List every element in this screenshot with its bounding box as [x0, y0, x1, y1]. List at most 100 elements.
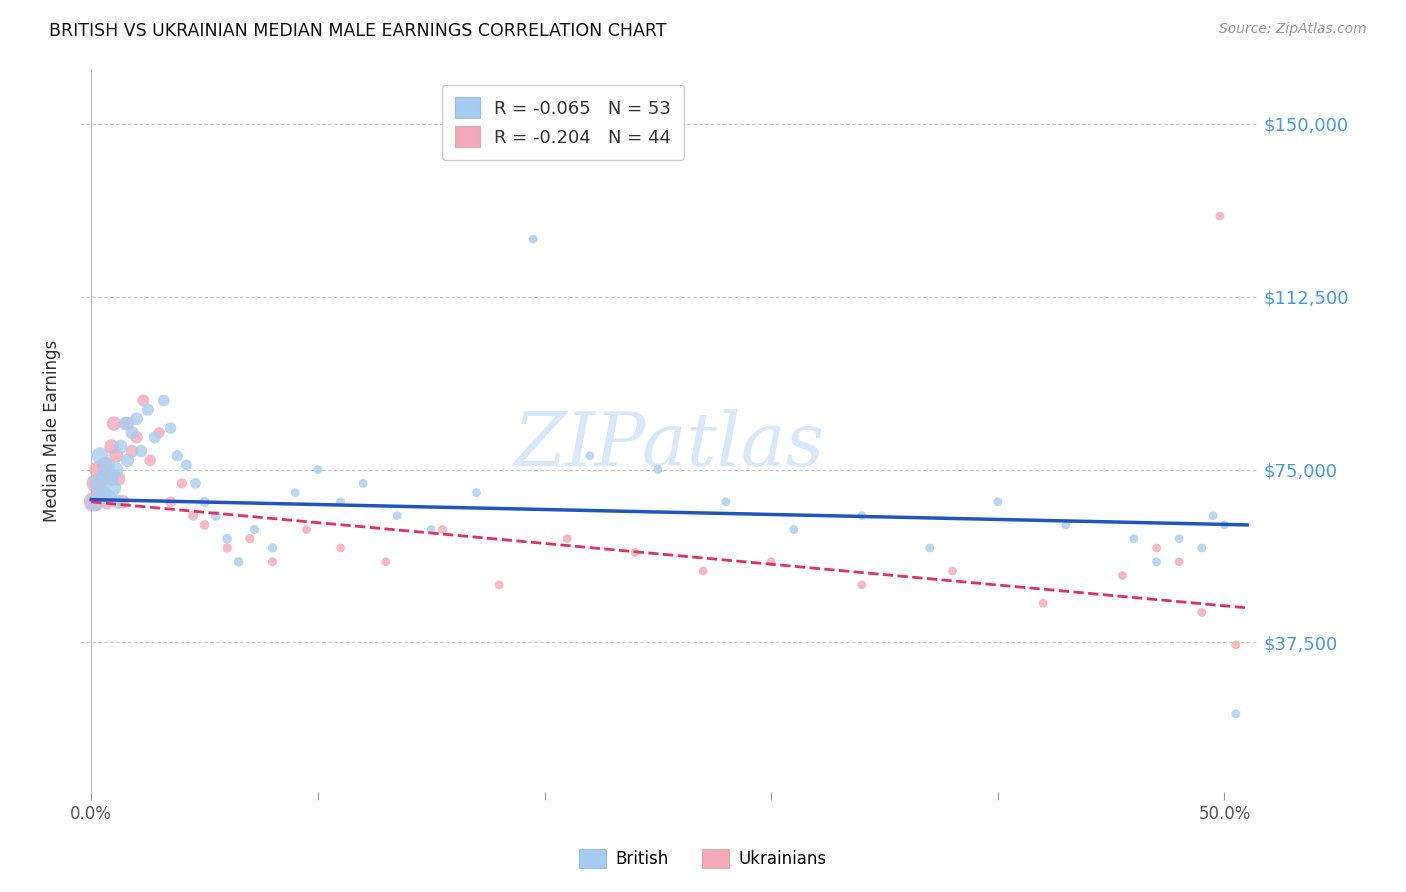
Point — [1168, 532, 1191, 546]
Point — [114, 417, 136, 431]
Point — [1111, 568, 1133, 582]
Point — [89, 449, 111, 463]
Point — [262, 555, 284, 569]
Point — [89, 485, 111, 500]
Point — [91, 472, 114, 486]
Point — [105, 462, 128, 476]
Point — [1146, 541, 1168, 555]
Point — [284, 485, 307, 500]
Point — [98, 467, 121, 482]
Y-axis label: Median Male Earnings: Median Male Earnings — [44, 339, 60, 522]
Point — [82, 495, 104, 509]
Point — [217, 541, 239, 555]
Point — [96, 495, 118, 509]
Point — [555, 532, 578, 546]
Point — [107, 495, 129, 509]
Point — [329, 495, 352, 509]
Point — [125, 430, 148, 444]
Point — [1032, 596, 1054, 610]
Point — [918, 541, 941, 555]
Point — [152, 393, 174, 408]
Point — [184, 476, 207, 491]
Point — [96, 458, 118, 472]
Point — [579, 449, 602, 463]
Text: BRITISH VS UKRAINIAN MEDIAN MALE EARNINGS CORRELATION CHART: BRITISH VS UKRAINIAN MEDIAN MALE EARNING… — [49, 22, 666, 40]
Legend: R = -0.065   N = 53, R = -0.204   N = 44: R = -0.065 N = 53, R = -0.204 N = 44 — [441, 85, 685, 160]
Point — [783, 523, 806, 537]
Point — [987, 495, 1010, 509]
Point — [107, 472, 129, 486]
Point — [159, 421, 181, 435]
Point — [143, 430, 166, 444]
Text: Source: ZipAtlas.com: Source: ZipAtlas.com — [1219, 22, 1367, 37]
Point — [329, 541, 352, 555]
Point — [129, 444, 152, 458]
Point — [94, 458, 117, 472]
Point — [295, 523, 318, 537]
Point — [111, 495, 134, 509]
Point — [352, 476, 374, 491]
Point — [103, 417, 125, 431]
Point — [465, 485, 488, 500]
Point — [132, 393, 155, 408]
Point — [117, 453, 139, 467]
Point — [193, 495, 215, 509]
Point — [205, 508, 228, 523]
Point — [103, 481, 125, 495]
Point — [1213, 517, 1236, 532]
Point — [87, 462, 110, 476]
Point — [170, 476, 193, 491]
Legend: British, Ukrainians: British, Ukrainians — [572, 842, 834, 875]
Point — [105, 449, 128, 463]
Point — [1146, 555, 1168, 569]
Point — [193, 517, 215, 532]
Point — [1122, 532, 1144, 546]
Point — [166, 449, 188, 463]
Point — [488, 578, 510, 592]
Point — [1191, 606, 1213, 620]
Point — [714, 495, 737, 509]
Point — [420, 523, 443, 537]
Point — [1209, 209, 1232, 223]
Point — [228, 555, 250, 569]
Point — [84, 495, 107, 509]
Point — [181, 508, 204, 523]
Point — [692, 564, 714, 578]
Point — [121, 425, 143, 440]
Point — [239, 532, 262, 546]
Point — [374, 555, 396, 569]
Point — [851, 508, 873, 523]
Point — [522, 232, 544, 246]
Point — [941, 564, 963, 578]
Point — [94, 467, 117, 482]
Point — [647, 462, 669, 476]
Point — [1225, 638, 1247, 652]
Point — [87, 476, 110, 491]
Point — [262, 541, 284, 555]
Point — [125, 412, 148, 426]
Point — [84, 476, 107, 491]
Point — [1202, 508, 1225, 523]
Text: ZIPatlas: ZIPatlas — [513, 409, 825, 481]
Point — [121, 444, 143, 458]
Point — [217, 532, 239, 546]
Point — [1054, 517, 1077, 532]
Point — [100, 472, 122, 486]
Point — [851, 578, 873, 592]
Point — [1191, 541, 1213, 555]
Point — [385, 508, 408, 523]
Point — [110, 440, 132, 454]
Point — [1225, 706, 1247, 721]
Point — [117, 417, 139, 431]
Point — [148, 425, 170, 440]
Point — [159, 495, 181, 509]
Point — [139, 453, 162, 467]
Point — [91, 485, 114, 500]
Point — [1168, 555, 1191, 569]
Point — [176, 458, 198, 472]
Point — [100, 440, 122, 454]
Point — [759, 555, 782, 569]
Point — [243, 523, 266, 537]
Point — [307, 462, 329, 476]
Point — [98, 490, 121, 504]
